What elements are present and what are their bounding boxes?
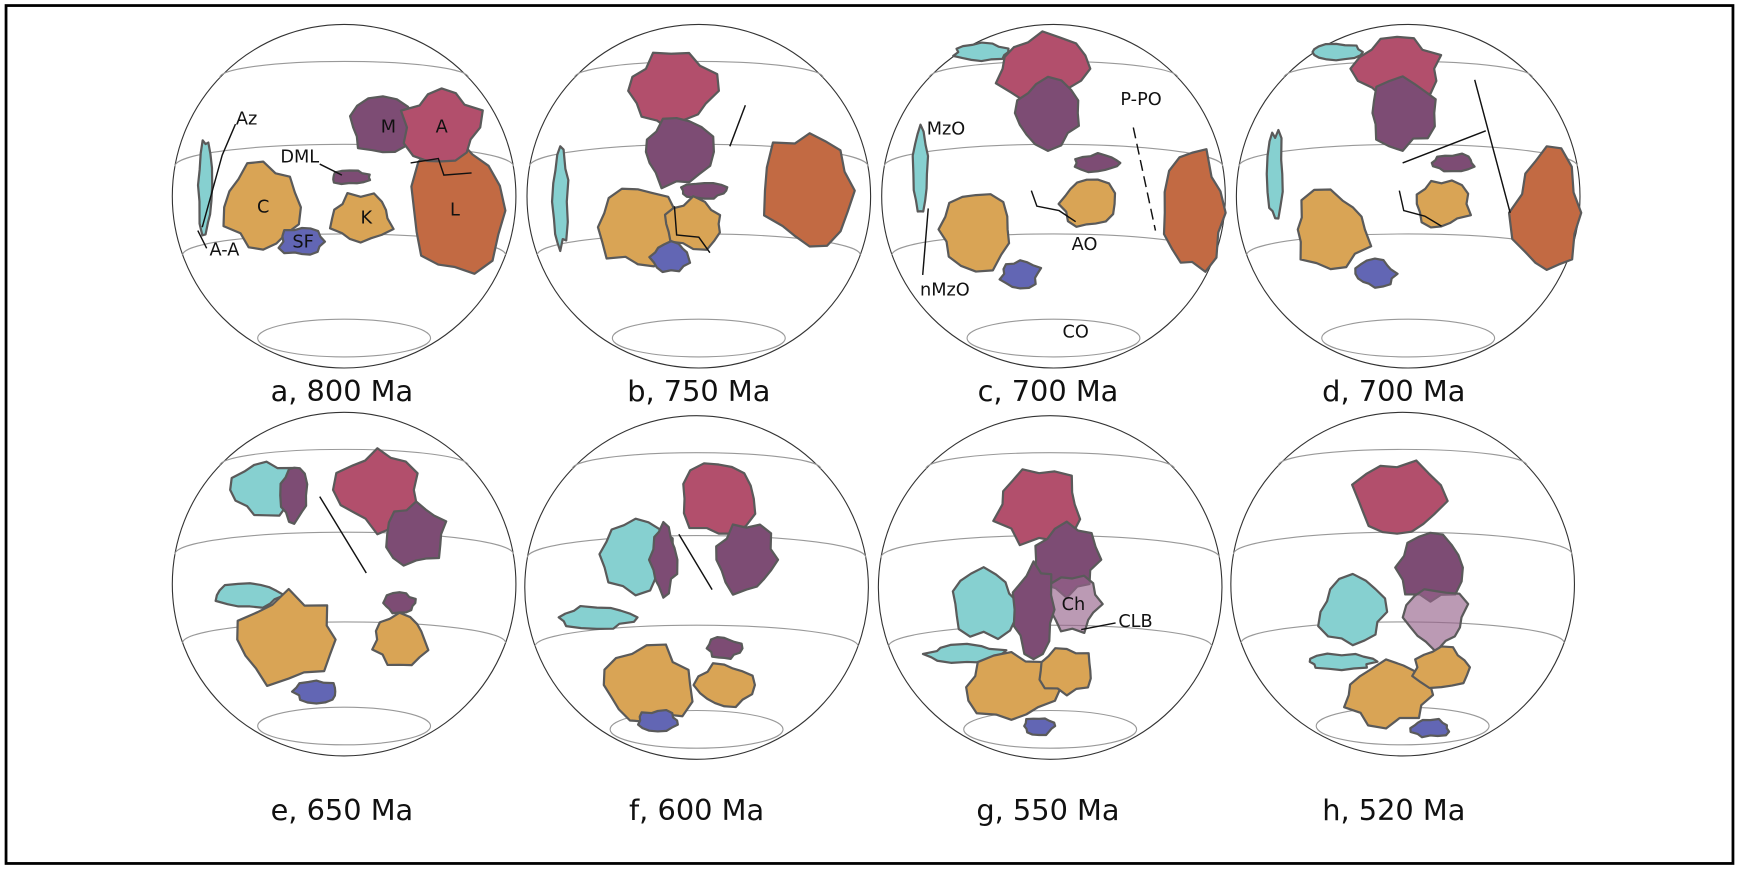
caption: f, 600 Ma — [629, 793, 764, 827]
figure: Az DML M A C K L SF A-A MzO P-PO AO nMzO… — [0, 0, 1739, 869]
label: AO — [1072, 235, 1098, 255]
label: P-PO — [1120, 90, 1161, 110]
label: C — [257, 197, 269, 217]
label: M — [381, 117, 396, 137]
label: CO — [1063, 323, 1089, 343]
label: SF — [292, 233, 313, 253]
label: nMzO — [920, 280, 970, 300]
label: MzO — [927, 120, 966, 140]
label: A — [436, 117, 448, 137]
continent — [1313, 44, 1363, 60]
label: Ch — [1062, 595, 1086, 615]
label: K — [360, 208, 372, 228]
caption: e, 650 Ma — [271, 793, 414, 827]
caption: d, 700 Ma — [1322, 374, 1465, 408]
caption: h, 520 Ma — [1322, 793, 1465, 827]
continent — [638, 710, 678, 731]
label: CLB — [1118, 612, 1152, 632]
label: Az — [236, 110, 257, 130]
continent — [1267, 130, 1283, 218]
globe — [172, 412, 516, 756]
label: DML — [280, 147, 319, 167]
caption: b, 750 Ma — [627, 374, 770, 408]
caption: c, 700 Ma — [978, 374, 1119, 408]
continent — [683, 463, 755, 533]
continent — [1432, 154, 1475, 172]
label: L — [450, 201, 460, 221]
caption: a, 800 Ma — [271, 374, 414, 408]
label: A-A — [209, 241, 239, 261]
caption: g, 550 Ma — [976, 793, 1119, 827]
